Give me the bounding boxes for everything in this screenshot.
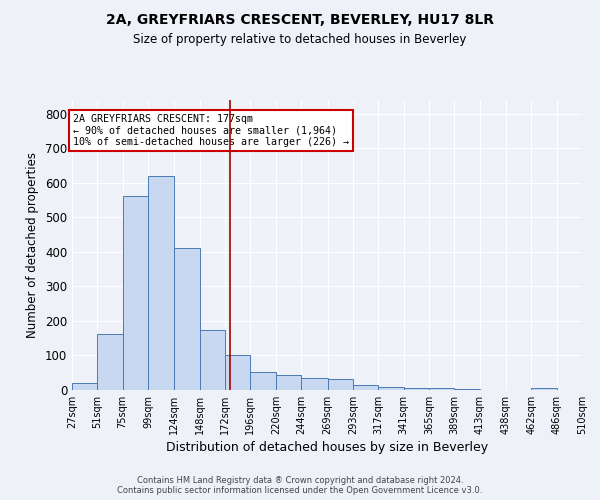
Bar	[301, 378, 328, 390]
Bar	[175, 248, 200, 390]
Bar	[429, 388, 454, 390]
Y-axis label: Number of detached properties: Number of detached properties	[26, 152, 40, 338]
Text: Contains HM Land Registry data ® Crown copyright and database right 2024.: Contains HM Land Registry data ® Crown c…	[137, 476, 463, 485]
Bar	[353, 385, 378, 390]
Bar	[378, 386, 404, 390]
Bar	[454, 389, 479, 390]
Bar	[328, 380, 353, 390]
Bar	[122, 196, 148, 390]
Bar	[97, 334, 122, 390]
Text: 2A, GREYFRIARS CRESCENT, BEVERLEY, HU17 8LR: 2A, GREYFRIARS CRESCENT, BEVERLEY, HU17 …	[106, 12, 494, 26]
Bar	[72, 383, 97, 390]
Bar	[148, 176, 175, 390]
Bar	[404, 388, 429, 390]
Bar	[250, 372, 276, 390]
Bar	[276, 375, 301, 390]
Bar	[200, 330, 225, 390]
Bar	[225, 355, 250, 390]
Text: 2A GREYFRIARS CRESCENT: 177sqm
← 90% of detached houses are smaller (1,964)
10% : 2A GREYFRIARS CRESCENT: 177sqm ← 90% of …	[73, 114, 349, 147]
Text: Size of property relative to detached houses in Beverley: Size of property relative to detached ho…	[133, 32, 467, 46]
Bar	[532, 388, 557, 390]
Text: Contains public sector information licensed under the Open Government Licence v3: Contains public sector information licen…	[118, 486, 482, 495]
X-axis label: Distribution of detached houses by size in Beverley: Distribution of detached houses by size …	[166, 441, 488, 454]
